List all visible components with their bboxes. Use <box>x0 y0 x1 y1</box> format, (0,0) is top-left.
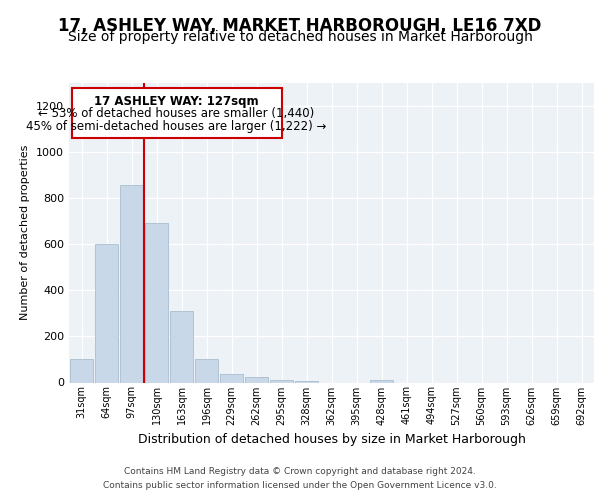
Text: Size of property relative to detached houses in Market Harborough: Size of property relative to detached ho… <box>68 30 532 44</box>
Bar <box>95 244 118 382</box>
Text: Contains HM Land Registry data © Crown copyright and database right 2024.: Contains HM Land Registry data © Crown c… <box>124 467 476 476</box>
Bar <box>145 224 168 382</box>
Bar <box>170 311 193 382</box>
FancyBboxPatch shape <box>71 88 281 138</box>
X-axis label: Distribution of detached houses by size in Market Harborough: Distribution of detached houses by size … <box>137 433 526 446</box>
Text: 17 ASHLEY WAY: 127sqm: 17 ASHLEY WAY: 127sqm <box>94 94 259 108</box>
Bar <box>70 360 93 382</box>
Bar <box>195 360 218 382</box>
Bar <box>370 380 393 382</box>
Bar <box>220 374 243 382</box>
Bar <box>245 378 268 382</box>
Text: 17, ASHLEY WAY, MARKET HARBOROUGH, LE16 7XD: 17, ASHLEY WAY, MARKET HARBOROUGH, LE16 … <box>58 18 542 36</box>
Text: Contains public sector information licensed under the Open Government Licence v3: Contains public sector information licen… <box>103 481 497 490</box>
Y-axis label: Number of detached properties: Number of detached properties <box>20 145 31 320</box>
Text: 45% of semi-detached houses are larger (1,222) →: 45% of semi-detached houses are larger (… <box>26 120 326 133</box>
Bar <box>270 380 293 382</box>
Bar <box>120 185 143 382</box>
Text: ← 53% of detached houses are smaller (1,440): ← 53% of detached houses are smaller (1,… <box>38 107 314 120</box>
